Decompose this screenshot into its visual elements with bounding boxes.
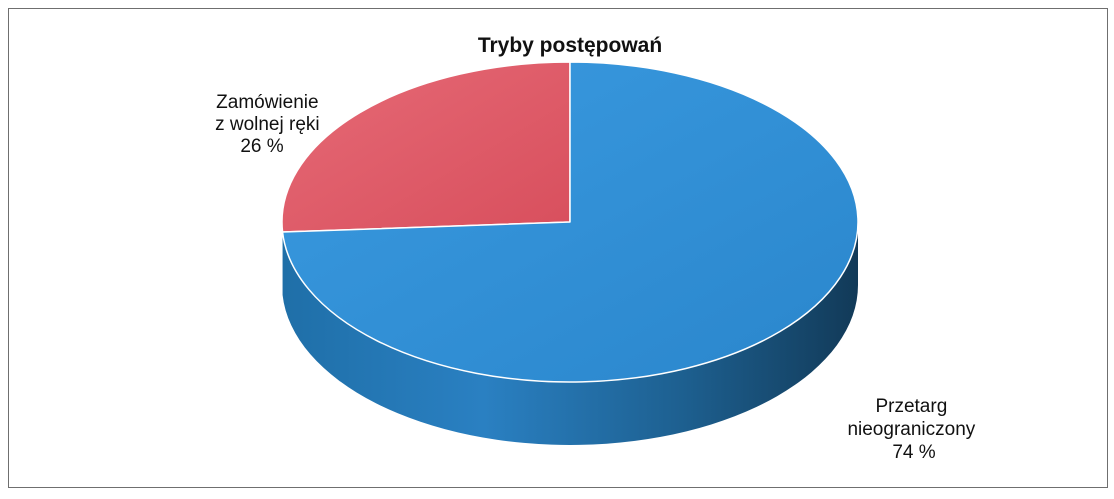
slice-label-zamowienie-line-1: Zamówienie bbox=[216, 92, 318, 113]
slice-label-zamowienie: Zamówienie z wolnej ręki 26 % bbox=[215, 92, 325, 157]
slice-label-zamowienie-line-3: 26 % bbox=[240, 136, 283, 157]
slice-label-przetarg-line-1: Przetarg bbox=[875, 396, 947, 417]
pie-side-1 bbox=[282, 222, 859, 446]
chart-title: Tryby postępowań bbox=[478, 34, 662, 57]
slice-label-zamowienie-line-2: z wolnej ręki bbox=[215, 114, 320, 135]
slice-label-przetarg-line-2: nieograniczony bbox=[847, 419, 975, 440]
pie-group bbox=[281, 61, 859, 446]
slice-label-przetarg-line-3: 74 % bbox=[892, 442, 935, 463]
pie-slice-0 bbox=[281, 61, 571, 233]
slice-label-przetarg: Przetarg nieograniczony 74 % bbox=[847, 396, 980, 463]
pie-slice-1 bbox=[281, 61, 859, 383]
